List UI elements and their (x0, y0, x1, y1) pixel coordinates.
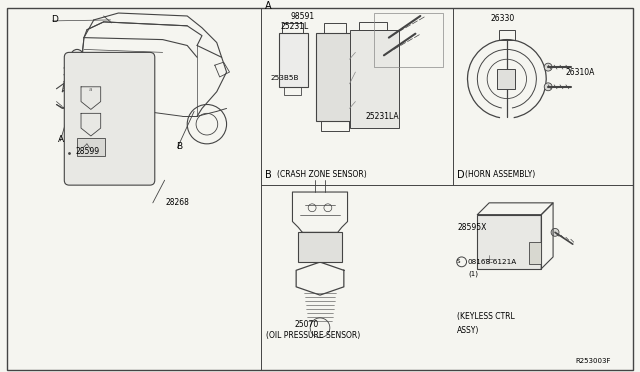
Circle shape (379, 51, 389, 60)
Circle shape (544, 63, 552, 71)
Text: 28595X: 28595X (458, 223, 487, 232)
Text: 28268: 28268 (166, 198, 189, 207)
Bar (316, 33, 355, 121)
Circle shape (384, 33, 394, 42)
Text: S: S (457, 259, 460, 264)
Text: (CRASH ZONE SENSOR): (CRASH ZONE SENSOR) (276, 170, 367, 179)
Text: ASSY): ASSY) (457, 326, 479, 335)
Circle shape (544, 83, 552, 91)
Text: 253B5B: 253B5B (271, 75, 300, 81)
Bar (497, 69, 515, 89)
Bar (499, 30, 515, 39)
Bar (321, 121, 349, 131)
Bar (77, 138, 104, 155)
Text: 98591: 98591 (291, 12, 315, 21)
Bar (374, 13, 443, 67)
Bar (359, 22, 387, 30)
Bar (529, 242, 541, 264)
Text: D: D (457, 170, 465, 180)
Text: (HORN ASSEMBLY): (HORN ASSEMBLY) (465, 170, 535, 179)
Bar (282, 23, 303, 33)
Text: A: A (58, 135, 65, 144)
Text: 08168-6121A: 08168-6121A (468, 259, 516, 265)
Bar (67, 77, 81, 87)
Text: 26310A: 26310A (566, 68, 595, 77)
Circle shape (551, 228, 559, 236)
Text: B: B (265, 170, 271, 180)
Text: D: D (51, 15, 58, 24)
FancyBboxPatch shape (64, 52, 155, 185)
Text: R253003F: R253003F (576, 358, 611, 364)
Text: B: B (177, 142, 182, 151)
Bar (349, 30, 399, 128)
Bar (284, 87, 301, 94)
Text: 25070: 25070 (294, 320, 318, 329)
Text: (KEYLESS CTRL: (KEYLESS CTRL (457, 312, 515, 321)
Text: (1): (1) (468, 270, 479, 277)
Bar (298, 232, 342, 262)
Bar (324, 23, 346, 33)
Text: 25231LA: 25231LA (365, 112, 399, 121)
Ellipse shape (94, 161, 125, 175)
Text: a: a (89, 87, 93, 92)
Bar (278, 33, 308, 87)
Text: A: A (265, 1, 271, 11)
Text: (OIL PRESSURE SENSOR): (OIL PRESSURE SENSOR) (266, 331, 360, 340)
Bar (477, 215, 541, 269)
Text: 25231L: 25231L (281, 22, 309, 31)
Text: 26330: 26330 (490, 14, 515, 23)
Text: 28599: 28599 (75, 147, 99, 155)
Circle shape (71, 49, 83, 61)
